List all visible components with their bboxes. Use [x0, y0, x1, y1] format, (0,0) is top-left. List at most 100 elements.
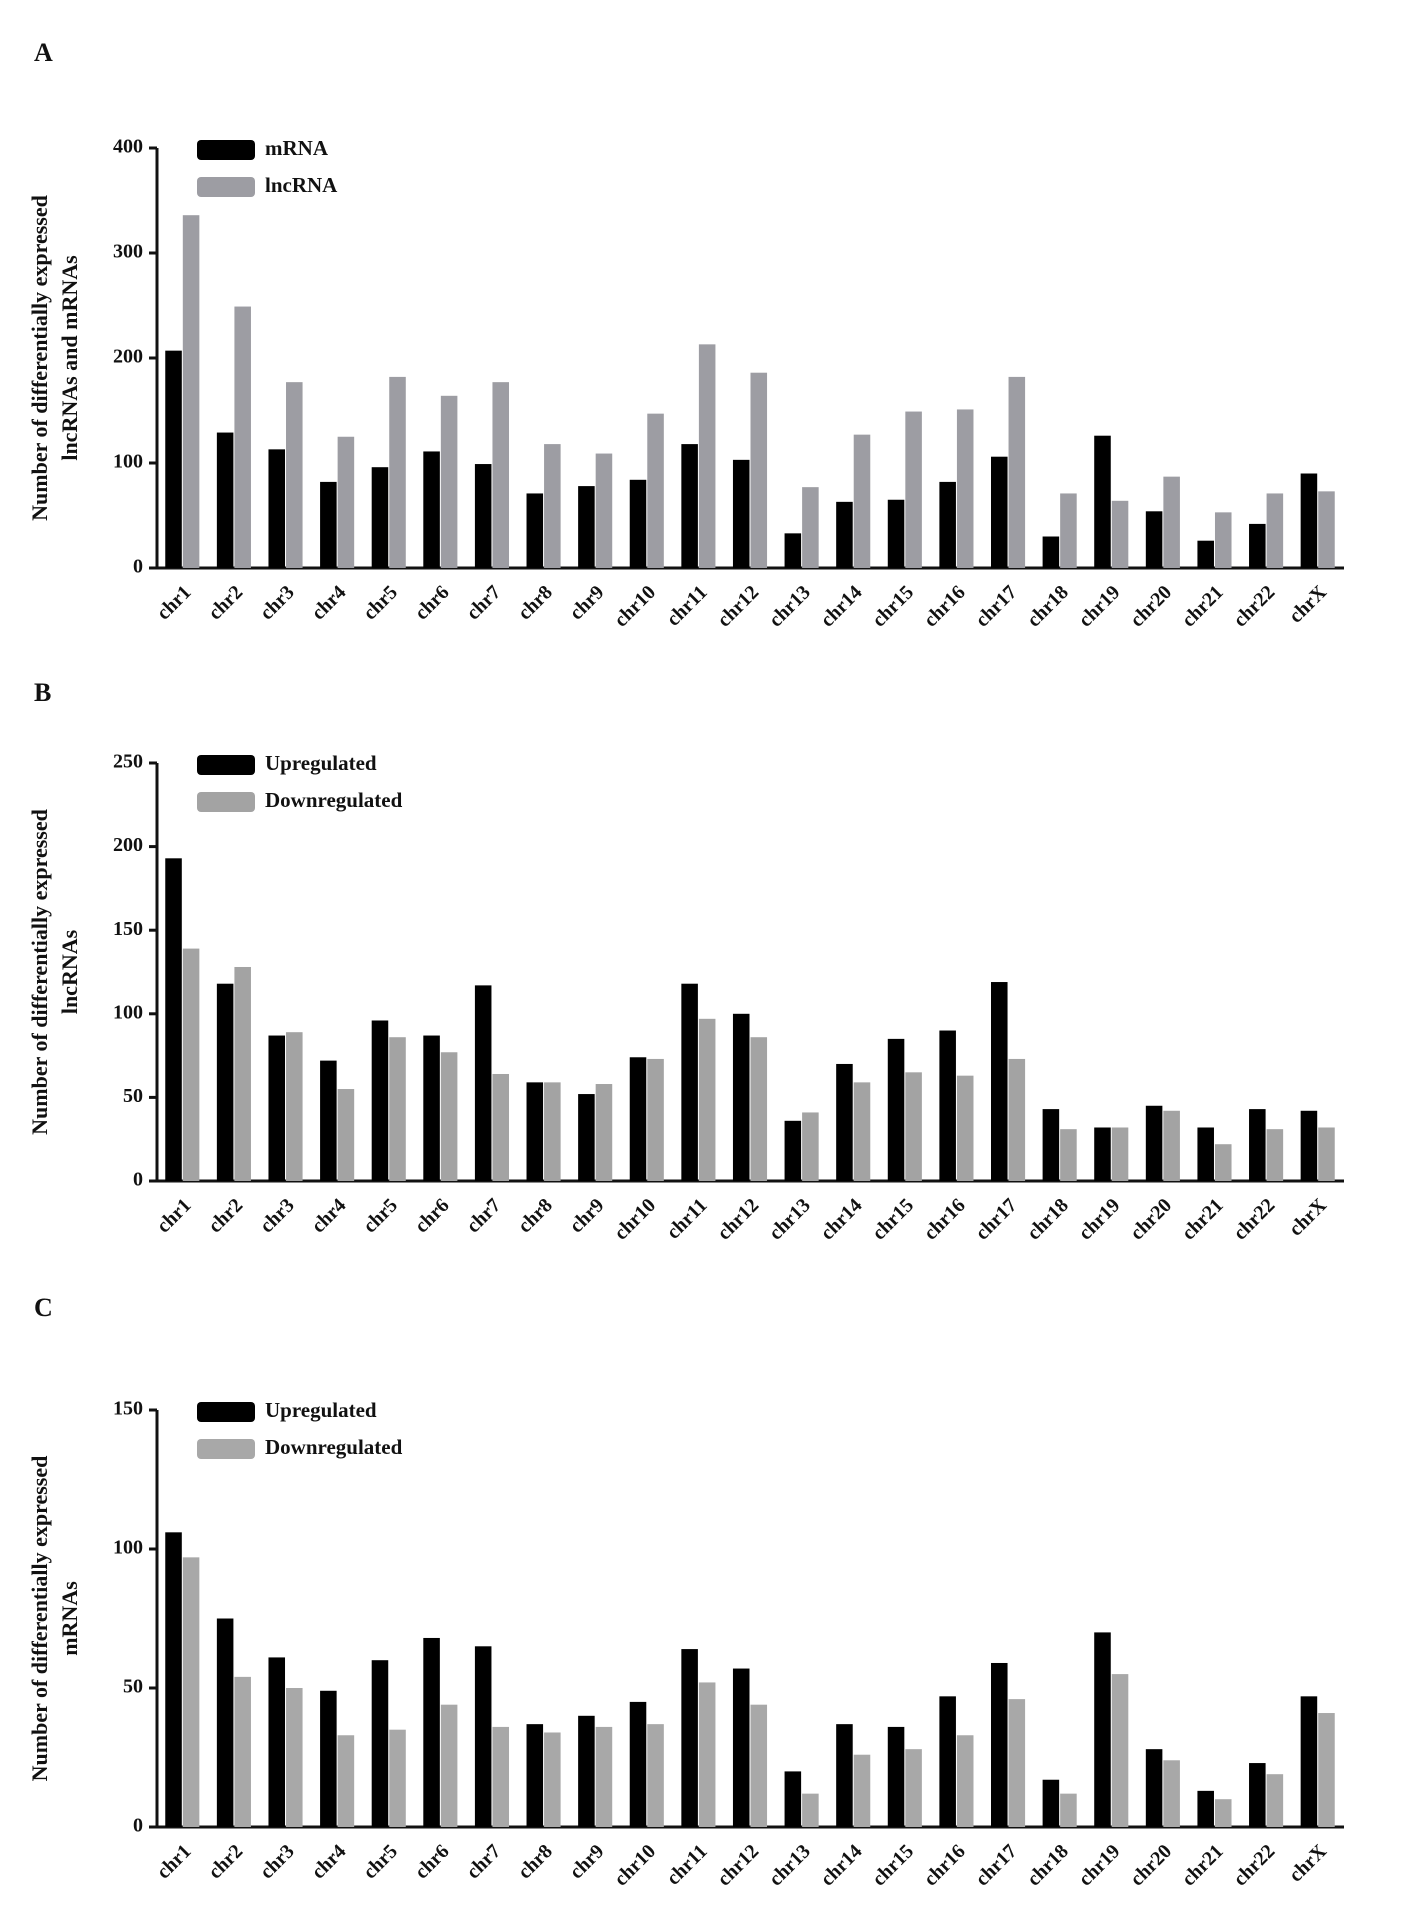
bar: [1249, 1109, 1266, 1181]
x-tick-label: chr10: [610, 1194, 660, 1244]
bar: [268, 449, 286, 568]
bar: [234, 1676, 251, 1827]
x-tick-label: chr22: [1229, 581, 1279, 631]
y-tick-label: 0: [133, 556, 143, 578]
bar: [836, 1724, 853, 1827]
bar: [784, 533, 802, 568]
bar: [1214, 1799, 1232, 1827]
bar: [956, 1075, 974, 1181]
bar: [286, 382, 303, 568]
x-tick-label: chr22: [1229, 1194, 1279, 1244]
y-tick-label: 50: [123, 1085, 143, 1107]
bar: [1318, 491, 1335, 568]
bar: [1042, 1109, 1060, 1181]
x-tick-label: chr4: [307, 1194, 350, 1237]
legend-swatch: [197, 755, 255, 775]
x-tick-label: chr15: [868, 1840, 918, 1890]
bar: [286, 1032, 303, 1181]
bar: [1008, 376, 1026, 568]
bar: [802, 487, 819, 568]
y-tick-label: 0: [133, 1169, 143, 1191]
bar: [1300, 1696, 1318, 1827]
bar: [440, 395, 458, 568]
bar: [1163, 1760, 1180, 1827]
x-tick-label: chr18: [1023, 1840, 1073, 1890]
panel-label: B: [34, 678, 51, 707]
bar: [492, 382, 510, 568]
bar: [1214, 512, 1232, 568]
x-tick-label: chr19: [1074, 1840, 1124, 1890]
legend-swatch: [197, 177, 255, 197]
x-tick-label: chr7: [462, 1194, 505, 1237]
x-tick-label: chr12: [713, 1840, 763, 1890]
bar: [732, 1013, 750, 1181]
bar: [1008, 1699, 1026, 1827]
legend-label: Downregulated: [265, 1435, 403, 1459]
y-axis-label: lncRNAs and mRNAs: [57, 255, 82, 461]
y-axis-label: Number of differentially expressed: [27, 809, 52, 1135]
bar: [1266, 1129, 1284, 1181]
bar: [526, 493, 544, 568]
x-tick-label: chrX: [1285, 581, 1332, 628]
bar: [887, 1038, 905, 1181]
x-tick-label: chrX: [1285, 1194, 1332, 1241]
bar: [389, 1729, 406, 1827]
bar: [320, 481, 337, 568]
bar: [1111, 500, 1129, 568]
bar: [1197, 1127, 1214, 1181]
bar: [750, 372, 768, 568]
bar: [474, 464, 492, 568]
y-axis-label: mRNAs: [57, 1581, 82, 1656]
bar: [836, 501, 853, 568]
bar: [939, 1696, 956, 1827]
bar: [732, 459, 750, 568]
bar: [371, 1020, 389, 1181]
bar: [1042, 1779, 1060, 1827]
bar: [1094, 1127, 1111, 1181]
bar: [1318, 1127, 1335, 1181]
x-tick-label: chr21: [1178, 1194, 1228, 1244]
bar: [1163, 1110, 1180, 1181]
x-tick-label: chr14: [816, 581, 866, 631]
y-tick-label: 150: [113, 1398, 143, 1420]
x-tick-label: chrX: [1285, 1840, 1332, 1887]
bar: [544, 1732, 561, 1827]
bar: [337, 1089, 355, 1181]
bar: [1197, 540, 1214, 568]
bar: [165, 858, 182, 1181]
bar: [1145, 511, 1163, 568]
x-tick-label: chr14: [816, 1840, 866, 1890]
x-tick-label: chr12: [713, 1194, 763, 1244]
y-tick-label: 100: [113, 451, 143, 473]
bar: [182, 215, 200, 568]
bar: [681, 983, 698, 1181]
x-tick-label: chr17: [971, 581, 1021, 631]
y-tick-label: 250: [113, 751, 143, 773]
y-tick-label: 400: [113, 136, 143, 158]
bar: [1266, 493, 1284, 568]
legend-label: lncRNA: [265, 173, 338, 197]
y-axis-label: lncRNAs: [57, 929, 82, 1014]
bar: [216, 983, 234, 1181]
x-tick-label: chr4: [307, 581, 350, 624]
bar: [887, 1726, 905, 1827]
bar: [956, 409, 974, 568]
x-tick-label: chr20: [1126, 1194, 1176, 1244]
x-tick-label: chr2: [204, 1840, 247, 1883]
legend-label: mRNA: [265, 136, 329, 160]
bar: [216, 432, 234, 568]
bar: [1163, 476, 1180, 568]
legend-swatch: [197, 1402, 255, 1422]
x-tick-label: chr10: [610, 581, 660, 631]
bar: [1060, 493, 1077, 568]
bar: [629, 1701, 647, 1827]
bar: [802, 1793, 819, 1827]
x-tick-label: chr16: [920, 1840, 970, 1890]
x-tick-label: chr2: [204, 581, 247, 624]
x-tick-label: chr10: [610, 1840, 660, 1890]
x-tick-label: chr3: [256, 1840, 299, 1883]
x-tick-label: chr19: [1074, 1194, 1124, 1244]
x-tick-label: chr5: [359, 581, 402, 624]
bar: [1300, 1110, 1318, 1181]
bar: [1249, 523, 1266, 568]
